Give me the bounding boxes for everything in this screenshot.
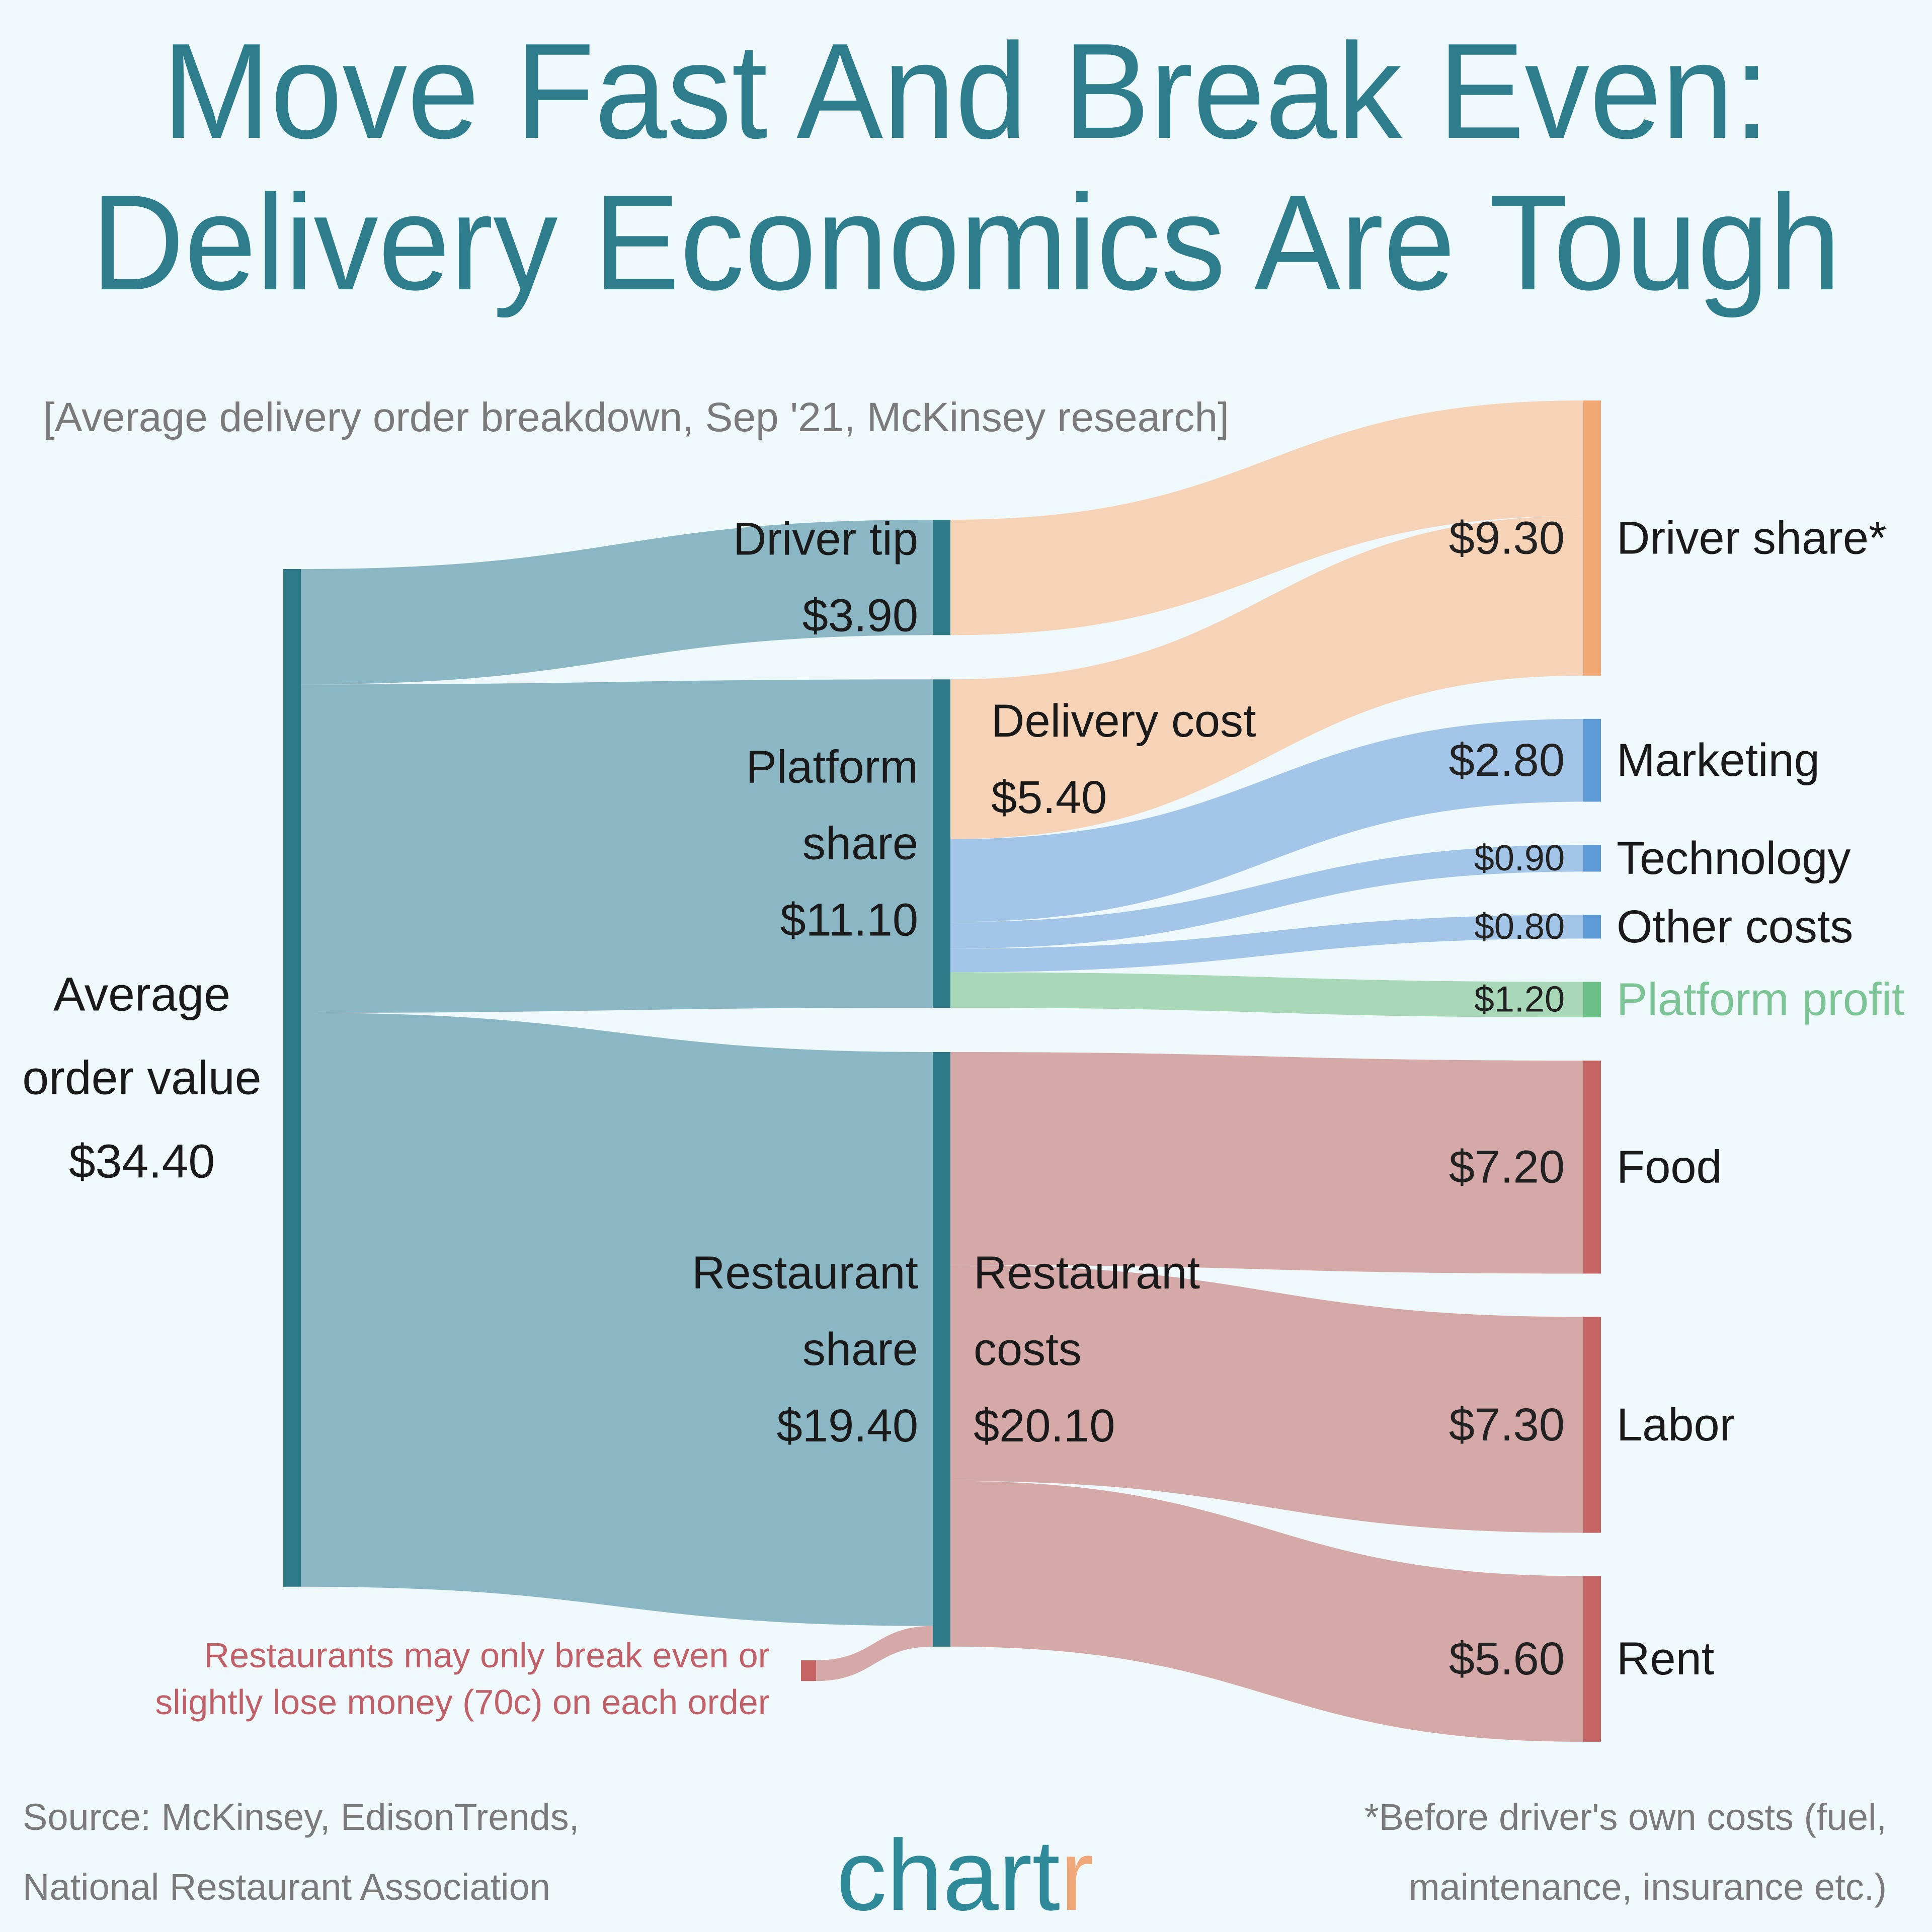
value-label: $7.20 [1449, 1142, 1565, 1193]
node-bar [1583, 1061, 1601, 1274]
flow [950, 1265, 1583, 1533]
node-label: $11.10 [780, 895, 918, 946]
node-bar [1583, 845, 1601, 872]
chart-title: Move Fast And Break Even: [163, 16, 1770, 167]
node-label: Driver tip [733, 514, 918, 565]
flow [950, 915, 1583, 973]
flow [950, 1481, 1583, 1742]
node-bar [933, 679, 950, 1008]
flow-label: $5.40 [991, 772, 1107, 823]
node-bar [1583, 718, 1601, 802]
node-bar [1583, 1576, 1601, 1742]
node-label: $19.40 [777, 1400, 918, 1452]
value-label: $9.30 [1449, 512, 1565, 564]
node-label: Rent [1617, 1633, 1714, 1684]
flow [301, 1013, 933, 1626]
node-bar [283, 569, 301, 1587]
annotation: Restaurants may only break even or [204, 1636, 770, 1675]
flow [950, 1052, 1583, 1274]
node-label: Marketing [1617, 735, 1820, 786]
node-label: share [802, 1324, 918, 1375]
node-bar [1583, 1317, 1601, 1533]
subtitle: [Average delivery order breakdown, Sep '… [43, 394, 1229, 440]
node-label: Technology [1617, 833, 1850, 884]
flow [950, 718, 1583, 922]
node-label: Restaurant [974, 1247, 1200, 1299]
flow [301, 679, 933, 1013]
flow [950, 845, 1583, 949]
node-label: $34.40 [69, 1135, 215, 1188]
node-label: Other costs [1617, 901, 1853, 952]
value-label: $1.20 [1474, 980, 1565, 1020]
flow [301, 520, 933, 685]
node-label: share [802, 818, 918, 869]
node-bar [801, 1660, 816, 1681]
source: Source: McKinsey, EdisonTrends, [23, 1796, 579, 1838]
node-label: order value [22, 1051, 261, 1104]
footnote: *Before driver's own costs (fuel, [1364, 1796, 1887, 1838]
flow [950, 400, 1583, 635]
node-bar [933, 1052, 950, 1647]
node-label: $3.90 [802, 590, 918, 641]
node-label: Restaurant [692, 1247, 918, 1299]
node-label: Labor [1617, 1399, 1735, 1451]
value-label: $0.80 [1474, 907, 1565, 947]
value-label: $0.90 [1474, 838, 1565, 878]
value-label: $5.60 [1449, 1633, 1565, 1684]
chart-title: Delivery Economics Are Tough [91, 167, 1841, 319]
value-label: $2.80 [1449, 735, 1565, 786]
value-label: $7.30 [1449, 1399, 1565, 1451]
logo: chartr [836, 1819, 1093, 1931]
flow-label: Delivery cost [991, 695, 1256, 747]
node-label: Platform [746, 742, 918, 793]
node-label: Food [1617, 1142, 1722, 1193]
node-label: $20.10 [974, 1400, 1115, 1452]
flow [950, 972, 1583, 1017]
node-label: Platform profit [1617, 974, 1905, 1025]
node-label: costs [974, 1324, 1082, 1375]
logo-part: r [1060, 1819, 1094, 1931]
annotation: slightly lose money (70c) on each order [155, 1682, 770, 1722]
node-bar [1583, 982, 1601, 1017]
node-bar [1583, 400, 1601, 676]
node-label: Average [53, 968, 230, 1021]
flow [816, 1626, 933, 1681]
logo-part: chart [836, 1819, 1060, 1931]
node-label: Driver share* [1617, 512, 1887, 564]
node-bar [1583, 915, 1601, 939]
node-bar [933, 520, 950, 635]
flow [950, 516, 1583, 839]
source: National Restaurant Association [23, 1866, 550, 1908]
footnote: maintenance, insurance etc.) [1409, 1866, 1887, 1908]
